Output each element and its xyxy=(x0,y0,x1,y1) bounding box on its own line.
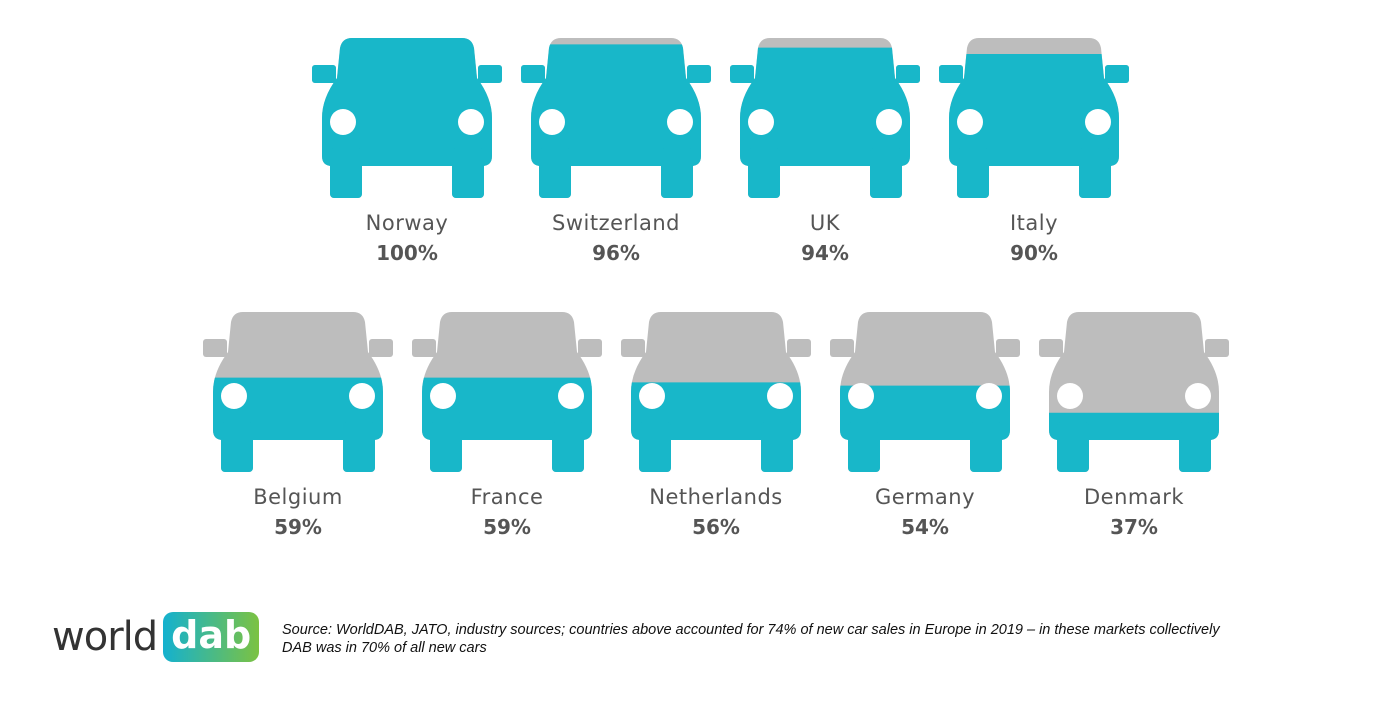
car-icon xyxy=(730,38,920,198)
percent-label: 96% xyxy=(592,241,640,265)
headlight-icon xyxy=(221,383,247,409)
headlight-icon xyxy=(330,109,356,135)
percent-label: 100% xyxy=(376,241,438,265)
headlight-icon xyxy=(430,383,456,409)
car-item: UK 94% xyxy=(730,38,920,265)
logo-badge: dab xyxy=(163,612,260,662)
country-label: Belgium xyxy=(253,485,343,509)
headlight-icon xyxy=(767,383,793,409)
car-filled-bar xyxy=(730,47,920,198)
percent-label: 37% xyxy=(1110,515,1158,539)
percent-label: 56% xyxy=(692,515,740,539)
headlight-icon xyxy=(976,383,1002,409)
percent-label: 54% xyxy=(901,515,949,539)
car-item: Switzerland 96% xyxy=(521,38,711,265)
car-item: Norway 100% xyxy=(312,38,502,265)
car-filled-bar xyxy=(521,44,711,198)
percent-label: 90% xyxy=(1010,241,1058,265)
car-item: France 59% xyxy=(412,312,602,539)
car-icon xyxy=(203,312,393,472)
source-line-2: DAB was in 70% of all new cars xyxy=(282,640,487,656)
car-icon xyxy=(939,38,1129,198)
percent-label: 59% xyxy=(274,515,322,539)
headlight-icon xyxy=(1185,383,1211,409)
car-icon xyxy=(621,312,811,472)
country-label: UK xyxy=(809,211,841,235)
headlight-icon xyxy=(558,383,584,409)
car-icon xyxy=(312,38,502,198)
car-filled-bar xyxy=(840,385,1010,472)
country-label: Denmark xyxy=(1083,485,1185,509)
headlight-icon xyxy=(639,383,665,409)
country-label: Italy xyxy=(1009,211,1059,235)
car-item: Denmark 37% xyxy=(1039,312,1229,539)
source-line-1: Source: WorldDAB, JATO, industry sources… xyxy=(282,622,1220,638)
country-label: Netherlands xyxy=(649,485,783,509)
country-label: Germany xyxy=(874,485,976,509)
car-item: Belgium 59% xyxy=(203,312,393,539)
car-icon xyxy=(830,312,1020,472)
source-note: Source: WorldDAB, JATO, industry sources… xyxy=(282,621,1220,657)
car-icon xyxy=(1039,312,1229,472)
headlight-icon xyxy=(1085,109,1111,135)
car-icon xyxy=(521,38,711,198)
percent-label: 94% xyxy=(801,241,849,265)
headlight-icon xyxy=(458,109,484,135)
car-filled-bar xyxy=(422,377,592,472)
headlight-icon xyxy=(957,109,983,135)
car-item: Germany 54% xyxy=(830,312,1020,539)
headlight-icon xyxy=(539,109,565,135)
country-label: Norway xyxy=(365,211,449,235)
car-filled-bar xyxy=(939,54,1129,198)
car-item: Netherlands 56% xyxy=(621,312,811,539)
car-filled-bar xyxy=(213,377,383,472)
car-filled-bar xyxy=(1049,412,1219,472)
headlight-icon xyxy=(667,109,693,135)
headlight-icon xyxy=(848,383,874,409)
car-item: Italy 90% xyxy=(939,38,1129,265)
car-filled-bar xyxy=(631,382,801,472)
country-label: France xyxy=(470,485,544,509)
worlddab-logo: world dab xyxy=(52,612,260,662)
headlight-icon xyxy=(349,383,375,409)
logo-word: world xyxy=(52,614,158,660)
headlight-icon xyxy=(1057,383,1083,409)
headlight-icon xyxy=(876,109,902,135)
country-label: Switzerland xyxy=(552,211,680,235)
percent-label: 59% xyxy=(483,515,531,539)
headlight-icon xyxy=(748,109,774,135)
car-filled-bar xyxy=(312,38,502,198)
car-icon xyxy=(412,312,602,472)
